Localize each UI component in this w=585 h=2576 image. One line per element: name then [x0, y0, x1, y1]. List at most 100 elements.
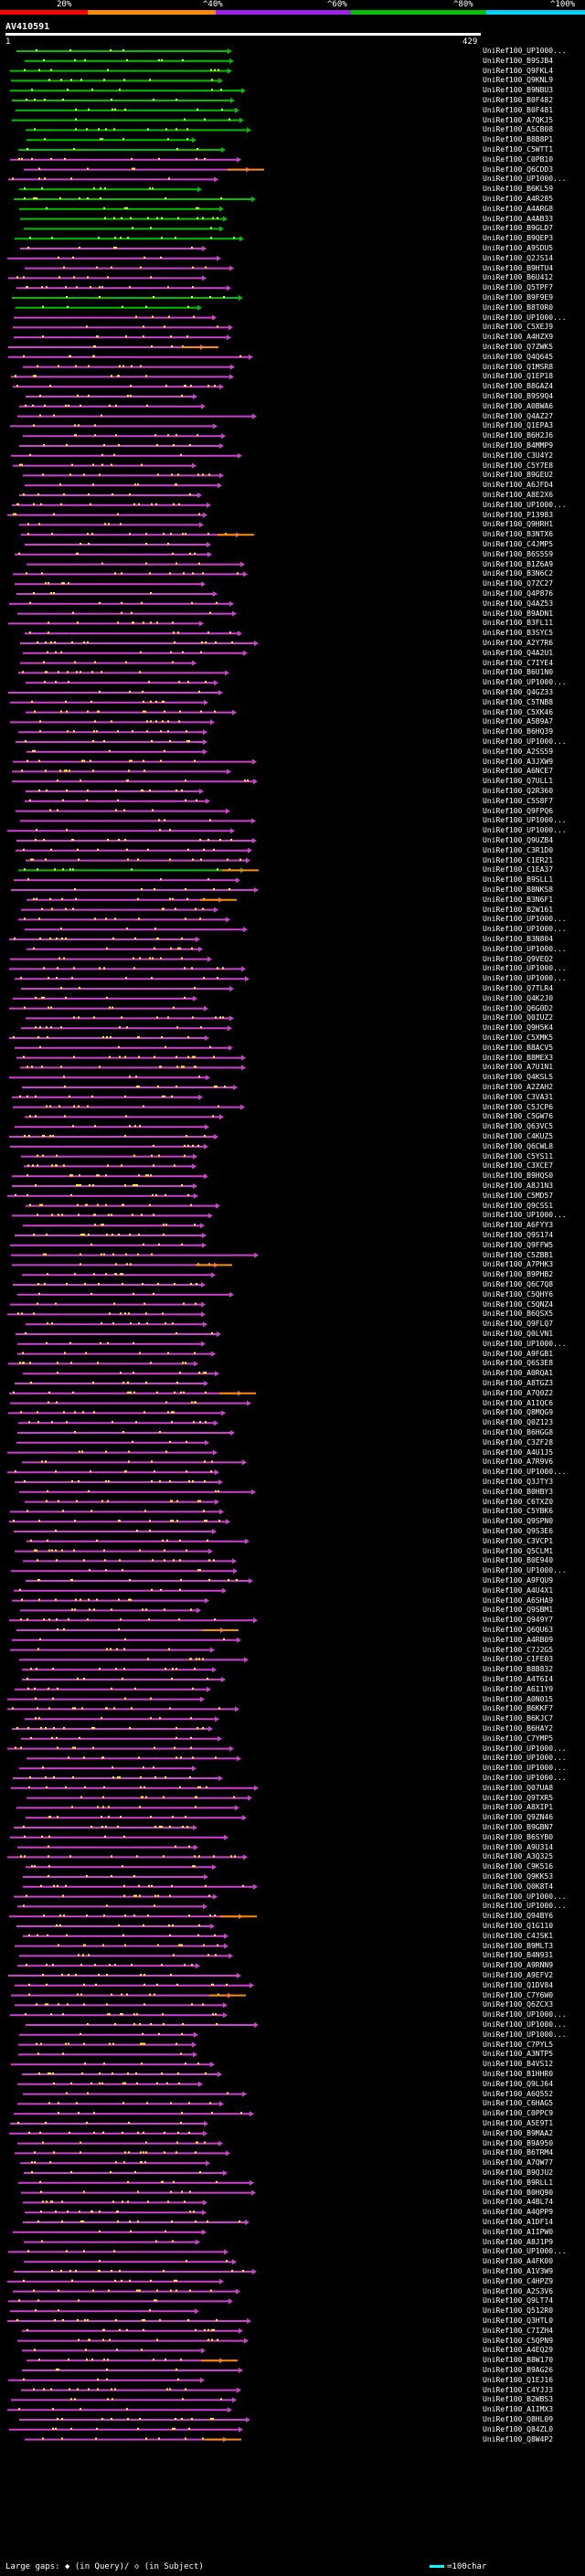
hit-label[interactable]: UniRef100_Q8HL09 — [483, 2415, 554, 2423]
hit-label[interactable]: UniRef100_Q9SPN0 — [483, 1517, 554, 1526]
hit-label[interactable]: UniRef100_Q4Q645 — [483, 352, 554, 361]
hit-label[interactable]: UniRef100_A7QW77 — [483, 2158, 554, 2168]
hit-label[interactable]: UniRef100_A6SHA9 — [483, 1595, 554, 1605]
hit-label[interactable]: UniRef100_A5CB08 — [483, 125, 554, 134]
hit-label[interactable]: UniRef100_UP1000... — [483, 826, 567, 835]
hit-label[interactable]: UniRef100_Q07UA8 — [483, 1783, 554, 1792]
hit-label[interactable]: UniRef100_C7Y6W0 — [483, 1990, 554, 1999]
hit-label[interactable]: UniRef100_UP1000... — [483, 944, 567, 953]
hit-label[interactable]: UniRef100_C7J2G5 — [483, 1645, 554, 1654]
hit-label[interactable]: UniRef100_B1HHR0 — [483, 2070, 554, 2078]
hit-label[interactable]: UniRef100_Q4K2J0 — [483, 993, 554, 1002]
hit-label[interactable]: UniRef100_Q949Y7 — [483, 1616, 554, 1625]
hit-label[interactable]: UniRef100_A7QKJ5 — [483, 115, 554, 124]
hit-label[interactable]: UniRef100_B9QJU2 — [483, 2168, 554, 2177]
hit-label[interactable]: UniRef100_B6QSX5 — [483, 1309, 554, 1319]
hit-label[interactable]: UniRef100_Q6ZCX3 — [483, 2000, 554, 2009]
hit-label[interactable]: UniRef100_B6S5S9 — [483, 549, 554, 558]
hit-label[interactable]: UniRef100_A4AB33 — [483, 214, 554, 223]
hit-label[interactable]: UniRef100_C7IZH4 — [483, 2326, 554, 2335]
hit-label[interactable]: UniRef100_C5YBK6 — [483, 1507, 554, 1516]
hit-label[interactable]: UniRef100_A0BWA6 — [483, 401, 554, 410]
hit-label[interactable]: UniRef100_A9FGB1 — [483, 1349, 554, 1358]
hit-label[interactable]: UniRef100_C0PB10 — [483, 154, 554, 164]
hit-label[interactable]: UniRef100_C6TXZ0 — [483, 1497, 554, 1506]
hit-label[interactable]: UniRef100_A1IPW0 — [483, 2227, 554, 2236]
hit-label[interactable]: UniRef100_Q4P876 — [483, 589, 554, 598]
hit-label[interactable]: UniRef100_Q7ZWK5 — [483, 343, 554, 351]
hit-label[interactable]: UniRef100_A2Y7R6 — [483, 639, 554, 647]
hit-label[interactable]: UniRef100_B9HQS0 — [483, 1171, 554, 1181]
hit-label[interactable]: UniRef100_C5GW76 — [483, 1112, 554, 1121]
hit-label[interactable]: UniRef100_A9SDU5 — [483, 244, 554, 252]
hit-label[interactable]: UniRef100_Q2JS14 — [483, 253, 554, 262]
hit-label[interactable]: UniRef100_Q4AZ27 — [483, 411, 554, 420]
hit-label[interactable]: UniRef100_B8ACV5 — [483, 1043, 554, 1052]
hit-label[interactable]: UniRef100_B6TRM4 — [483, 2148, 554, 2157]
hit-label[interactable]: UniRef100_A8J1N3 — [483, 1182, 554, 1190]
hit-label[interactable]: UniRef100_UP1000... — [483, 678, 567, 687]
hit-label[interactable]: UniRef100_A9U314 — [483, 1842, 554, 1851]
hit-label[interactable]: UniRef100_A6I1Y9 — [483, 1684, 554, 1693]
hit-label[interactable]: UniRef100_Q1EPA3 — [483, 421, 554, 430]
hit-label[interactable]: UniRef100_UP1000... — [483, 175, 567, 184]
hit-label[interactable]: UniRef100_A5B9A7 — [483, 717, 554, 726]
hit-label[interactable]: UniRef100_A7Q0Z2 — [483, 1388, 554, 1397]
hit-label[interactable]: UniRef100_UP1000... — [483, 964, 567, 973]
hit-label[interactable]: UniRef100_UP1000... — [483, 2030, 567, 2039]
hit-label[interactable]: UniRef100_A4RB09 — [483, 1635, 554, 1644]
hit-label[interactable]: UniRef100_B6KJC7 — [483, 1714, 554, 1723]
hit-label[interactable]: UniRef100_A9EFV2 — [483, 1971, 554, 1979]
hit-label[interactable]: UniRef100_Q3HTL0 — [483, 2316, 554, 2325]
hit-label[interactable]: UniRef100_B0F481 — [483, 105, 554, 114]
hit-label[interactable]: UniRef100_C5YS11 — [483, 1151, 554, 1161]
hit-label[interactable]: UniRef100_A4FK00 — [483, 2257, 554, 2266]
hit-label[interactable]: UniRef100_UP1000... — [483, 1339, 567, 1348]
hit-label[interactable]: UniRef100_B3N804 — [483, 935, 554, 943]
hit-label[interactable]: UniRef100_B9SLL1 — [483, 875, 554, 885]
hit-label[interactable]: UniRef100_A0N015 — [483, 1694, 554, 1703]
hit-label[interactable]: UniRef100_A7PHK3 — [483, 1260, 554, 1269]
hit-label[interactable]: UniRef100_A6JFD4 — [483, 481, 554, 490]
hit-label[interactable]: UniRef100_A6Q552 — [483, 2089, 554, 2098]
hit-label[interactable]: UniRef100_Q6CWL8 — [483, 1141, 554, 1150]
hit-label[interactable]: UniRef100_B3N6C2 — [483, 569, 554, 578]
hit-label[interactable]: UniRef100_B3NTX6 — [483, 530, 554, 539]
hit-label[interactable]: UniRef100_B3SYC5 — [483, 629, 554, 638]
hit-label[interactable]: UniRef100_A3Q325 — [483, 1852, 554, 1861]
hit-label[interactable]: UniRef100_A6FYY3 — [483, 1221, 554, 1230]
hit-label[interactable]: UniRef100_C3XCE7 — [483, 1161, 554, 1171]
hit-label[interactable]: UniRef100_B9F9E9 — [483, 293, 554, 302]
hit-label[interactable]: UniRef100_UP1000... — [483, 1892, 567, 1901]
hit-label[interactable]: UniRef100_C5ZBB1 — [483, 1250, 554, 1259]
hit-label[interactable]: UniRef100_Q9S174 — [483, 1231, 554, 1239]
hit-label[interactable]: UniRef100_Q9LT74 — [483, 2296, 554, 2306]
hit-label[interactable]: UniRef100_A2ZAH2 — [483, 1083, 554, 1091]
hit-label[interactable]: UniRef100_Q7ZC27 — [483, 579, 554, 588]
hit-label[interactable]: UniRef100_A8TGZ3 — [483, 1379, 554, 1387]
hit-label[interactable]: UniRef100_Q84ZL0 — [483, 2424, 554, 2433]
hit-label[interactable]: UniRef100_UP1000... — [483, 2247, 567, 2256]
hit-label[interactable]: UniRef100_Q0K8T4 — [483, 1882, 554, 1891]
hit-label[interactable]: UniRef100_B9PHB2 — [483, 1270, 554, 1279]
hit-label[interactable]: UniRef100_UP1000... — [483, 1764, 567, 1773]
hit-label[interactable]: UniRef100_Q7TLR4 — [483, 984, 554, 992]
hit-label[interactable]: UniRef100_P13983 — [483, 510, 554, 519]
hit-label[interactable]: UniRef100_B1Z6A9 — [483, 559, 554, 568]
hit-label[interactable]: UniRef100_B4MMP9 — [483, 441, 554, 450]
hit-label[interactable]: UniRef100_Q9CSS1 — [483, 1201, 554, 1210]
hit-label[interactable]: UniRef100_Q0LVN1 — [483, 1330, 554, 1338]
hit-label[interactable]: UniRef100_C3U4Y2 — [483, 451, 554, 460]
hit-label[interactable]: UniRef100_C7YMP5 — [483, 1733, 554, 1743]
hit-label[interactable]: UniRef100_A4R285 — [483, 195, 554, 203]
hit-label[interactable]: UniRef100_C7IYE4 — [483, 658, 554, 667]
hit-label[interactable]: UniRef100_Q9KK53 — [483, 1872, 554, 1881]
hit-label[interactable]: UniRef100_UP1000... — [483, 2020, 567, 2029]
hit-label[interactable]: UniRef100_A4U1J5 — [483, 1447, 554, 1457]
hit-label[interactable]: UniRef100_A4BL74 — [483, 2198, 554, 2207]
hit-label[interactable]: UniRef100_B9MAA2 — [483, 2128, 554, 2137]
hit-label[interactable]: UniRef100_Q8MQG9 — [483, 1408, 554, 1417]
hit-label[interactable]: UniRef100_UP1000... — [483, 1902, 567, 1911]
hit-label[interactable]: UniRef100_B9NBU3 — [483, 86, 554, 95]
hit-label[interactable]: UniRef100_Q9HRH1 — [483, 520, 554, 529]
